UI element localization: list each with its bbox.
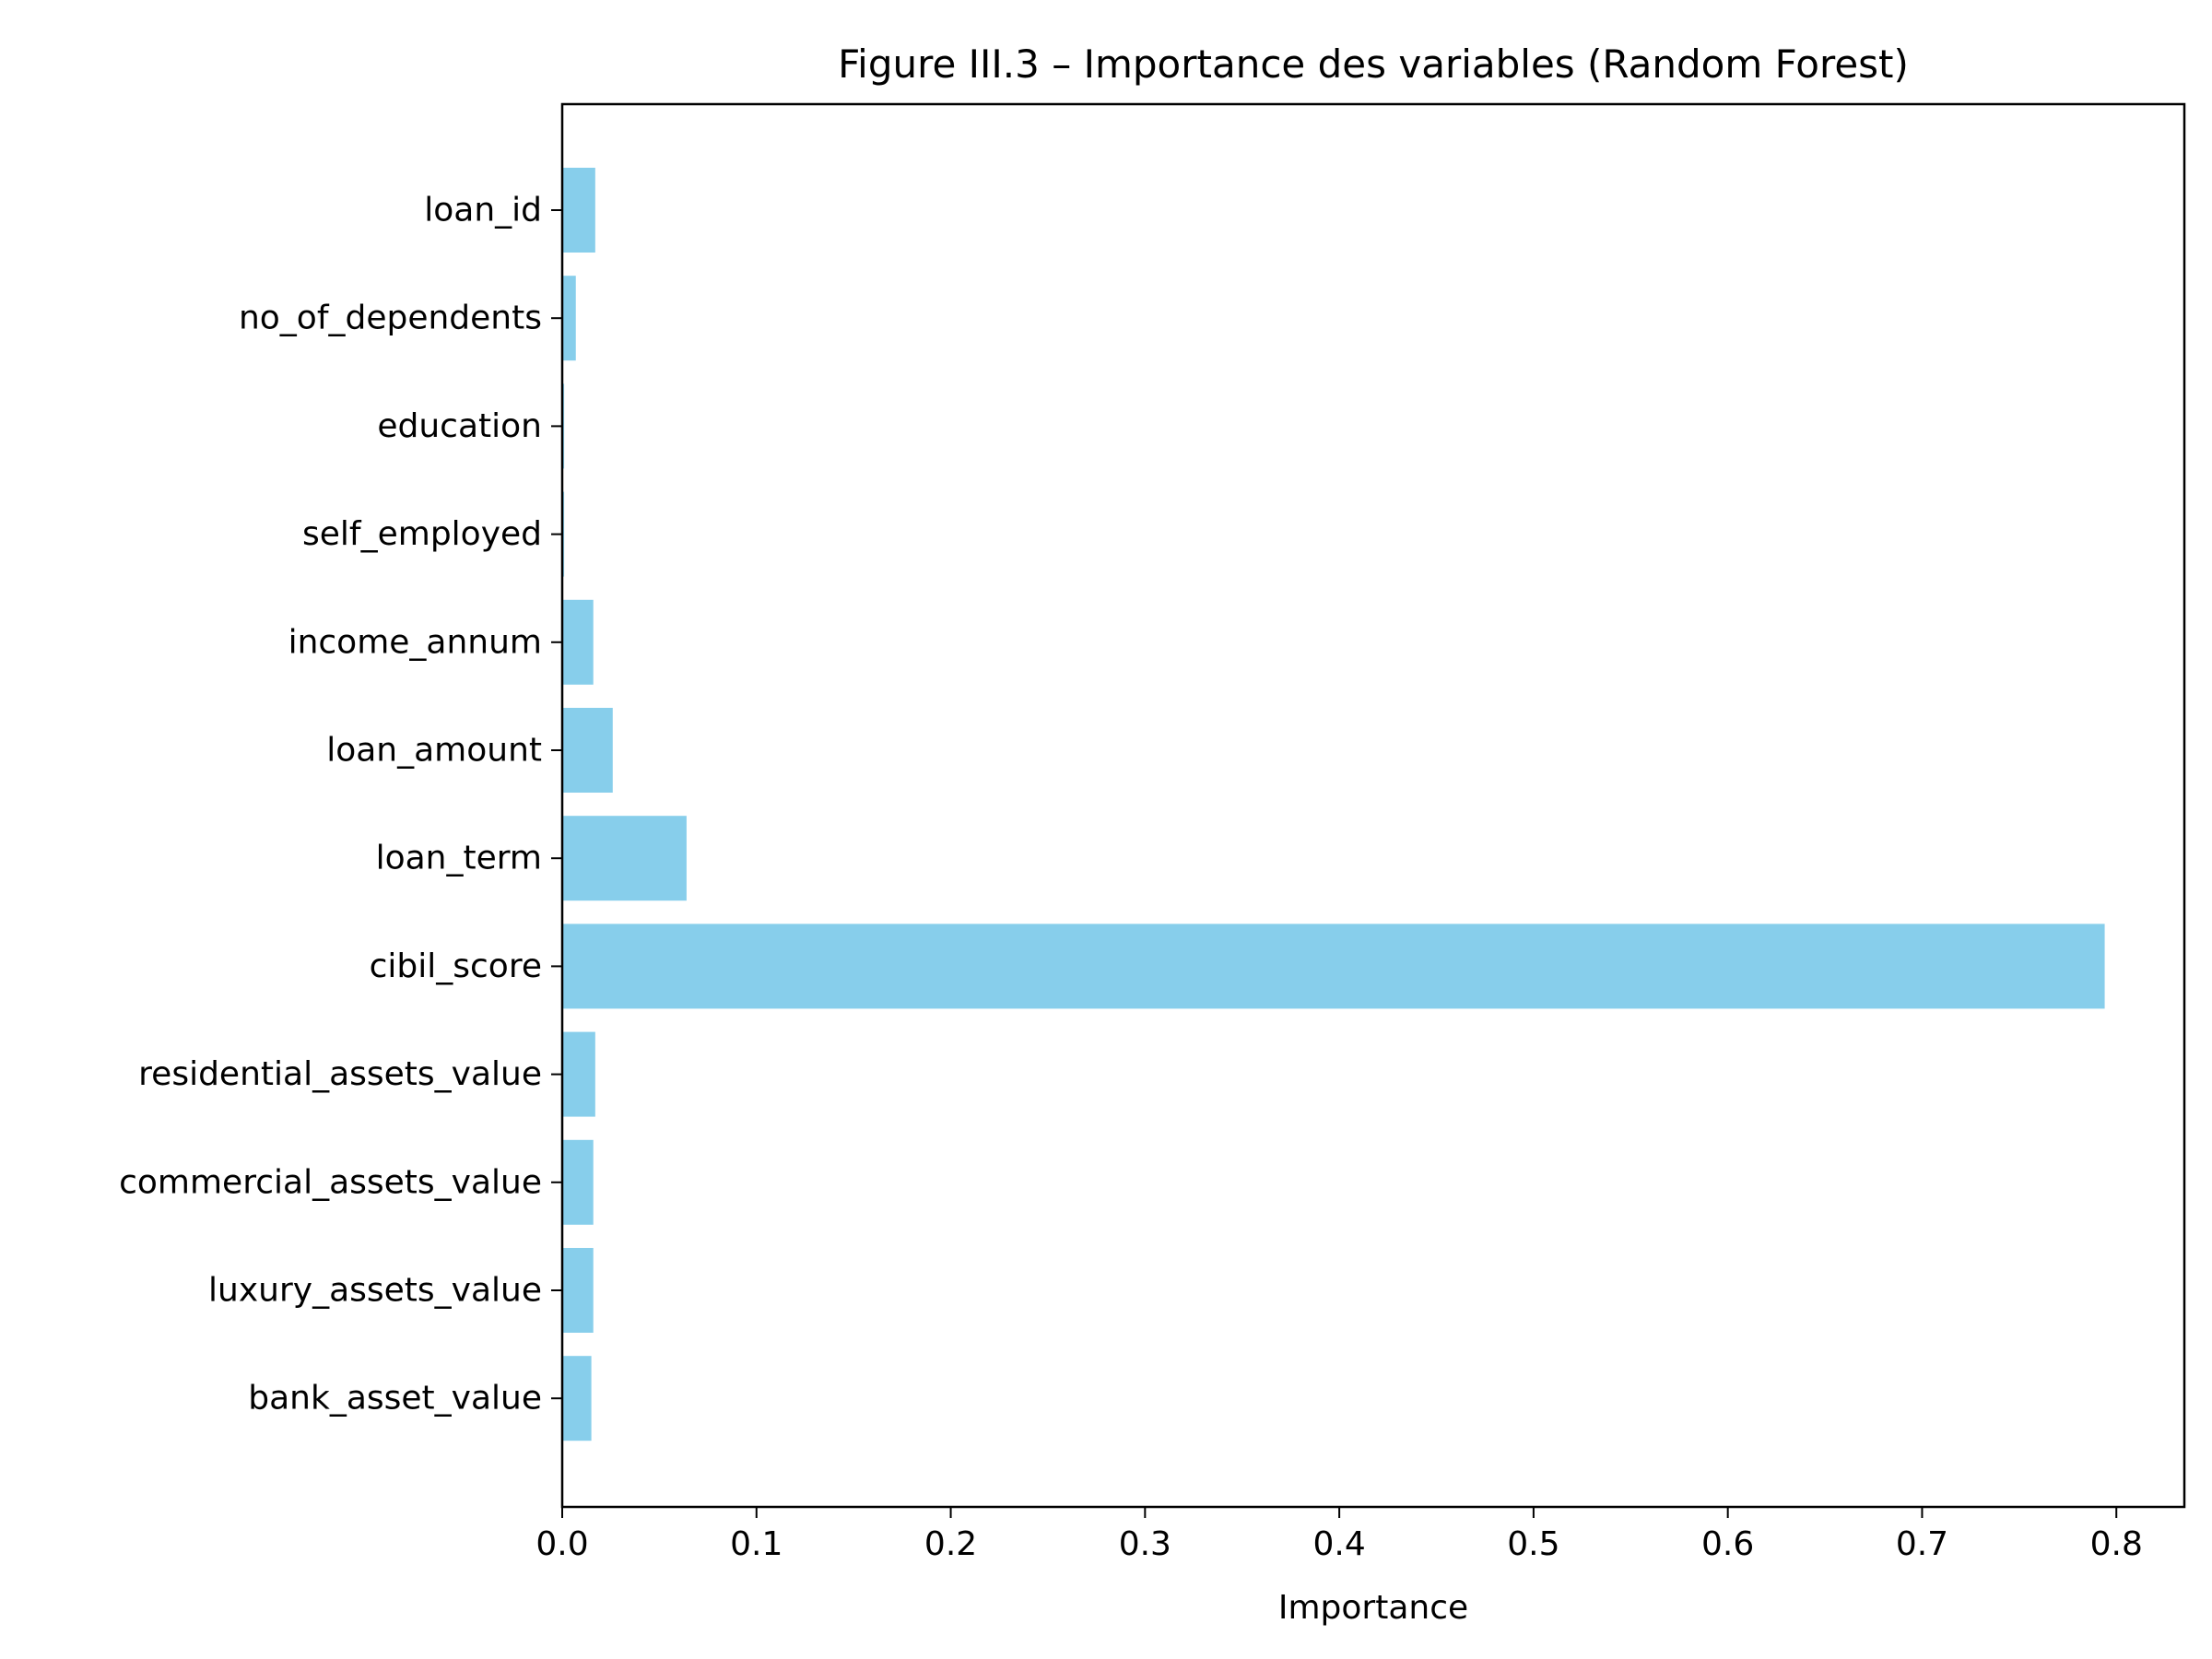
x-axis-label: Importance — [1278, 1589, 1468, 1627]
x-tick-label: 0.4 — [1312, 1525, 1365, 1563]
bar-income_annum — [562, 599, 594, 685]
bar-loan_term — [562, 816, 687, 901]
y-tick-label: residential_assets_value — [138, 1055, 542, 1093]
y-tick-label: education — [377, 407, 542, 445]
x-tick-label: 0.5 — [1507, 1525, 1559, 1563]
bar-loan_amount — [562, 708, 613, 793]
bar-no_of_dependents — [562, 276, 576, 361]
y-tick-label: bank_asset_value — [248, 1380, 542, 1418]
bar-residential_assets_value — [562, 1031, 595, 1117]
x-tick-label: 0.2 — [924, 1525, 977, 1563]
bar-cibil_score — [562, 924, 2105, 1009]
y-tick-label: loan_id — [424, 192, 542, 229]
y-tick-label: luxury_assets_value — [208, 1272, 542, 1310]
plot-frame — [560, 102, 2186, 1509]
y-tick-label: loan_amount — [326, 732, 542, 770]
y-tick-label: self_employed — [302, 515, 542, 553]
x-axis-ticks: 0.0 0.1 0.2 0.3 0.4 0.5 0.6 0.7 0.8 — [535, 1507, 2143, 1563]
x-tick-label: 0.0 — [535, 1525, 588, 1563]
x-tick-label: 0.8 — [2090, 1525, 2143, 1563]
y-tick-label: income_annum — [288, 623, 542, 661]
bars-group — [562, 168, 2105, 1441]
x-tick-label: 0.7 — [1896, 1525, 1948, 1563]
x-tick-label: 0.1 — [730, 1525, 782, 1563]
bar-commercial_assets_value — [562, 1139, 594, 1225]
y-tick-label: loan_term — [376, 840, 542, 877]
y-tick-label: cibil_score — [370, 947, 542, 985]
y-tick-label: commercial_assets_value — [119, 1163, 542, 1201]
x-tick-label: 0.6 — [1701, 1525, 1754, 1563]
bar-bank_asset_value — [562, 1356, 592, 1441]
x-tick-label: 0.3 — [1119, 1525, 1171, 1563]
chart-title: Figure III.3 – Importance des variables … — [838, 41, 1909, 87]
y-axis-ticks: loan_id no_of_dependents education self_emp… — [119, 192, 562, 1418]
y-tick-label: no_of_dependents — [239, 300, 542, 337]
bar-loan_id — [562, 168, 595, 253]
bar-luxury_assets_value — [562, 1248, 594, 1333]
